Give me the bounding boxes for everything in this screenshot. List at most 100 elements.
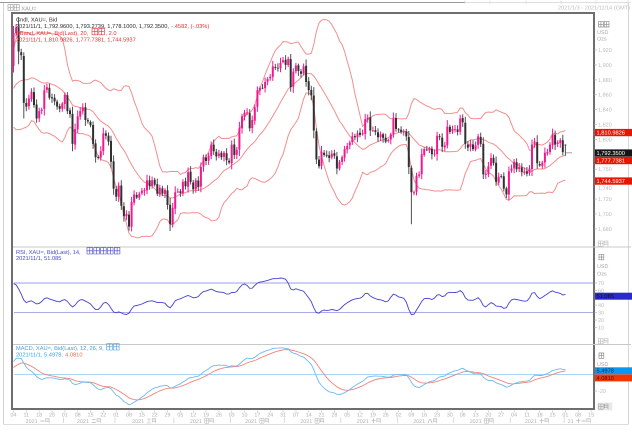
svg-text:09: 09: [408, 412, 414, 418]
svg-text:1,900: 1,900: [598, 63, 612, 69]
svg-text:1,840: 1,840: [598, 108, 612, 114]
svg-text:18: 18: [36, 412, 42, 418]
svg-text:Cndl, XAU=, Bid: Cndl, XAU=, Bid: [16, 16, 57, 23]
svg-text:11: 11: [23, 412, 29, 418]
svg-text:, 2.0: , 2.0: [106, 31, 117, 37]
svg-text:14: 14: [306, 412, 312, 418]
svg-text:18: 18: [537, 412, 543, 418]
svg-text:2021: 2021: [357, 419, 369, 425]
svg-text:29: 29: [165, 412, 171, 418]
svg-text:20: 20: [485, 412, 491, 418]
svg-text:1,740: 1,740: [598, 186, 612, 192]
svg-text:19: 19: [370, 412, 376, 418]
svg-text:25: 25: [49, 412, 55, 418]
svg-text:2021: 2021: [470, 419, 482, 425]
svg-text:RSI, XAU=, Bid(Last), 14,: RSI, XAU=, Bid(Last), 14,: [16, 249, 81, 256]
svg-text:10: 10: [598, 326, 604, 332]
svg-text:08: 08: [75, 412, 81, 418]
svg-text:08: 08: [575, 412, 581, 418]
svg-text:15: 15: [88, 412, 94, 418]
svg-text:70: 70: [598, 281, 604, 287]
svg-text:2021/1/3 - 2021/11/14 (GMT): 2021/1/3 - 2021/11/14 (GMT): [558, 5, 630, 12]
svg-text:05: 05: [344, 412, 350, 418]
svg-text:Ozs: Ozs: [597, 37, 607, 43]
svg-text:1,744.5937: 1,744.5937: [597, 179, 625, 185]
svg-text:03: 03: [229, 412, 235, 418]
svg-text:30: 30: [598, 311, 604, 317]
svg-text:USD: USD: [597, 30, 608, 36]
svg-text:08: 08: [126, 412, 132, 418]
svg-text:12: 12: [357, 412, 363, 418]
svg-text:1,860: 1,860: [598, 93, 612, 99]
svg-text:2021: 2021: [245, 419, 257, 425]
svg-text:USD: USD: [597, 362, 608, 368]
svg-text:2021/11/1, 51.085: 2021/11/1, 51.085: [16, 255, 61, 262]
svg-text:24: 24: [267, 412, 273, 418]
svg-text:01: 01: [113, 412, 119, 418]
svg-text:4.0810: 4.0810: [65, 352, 82, 358]
svg-text:07: 07: [293, 412, 299, 418]
svg-text:17: 17: [254, 412, 260, 418]
svg-text:1,777.7381: 1,777.7381: [597, 159, 625, 165]
svg-text:-.4582, (-.03%): -.4582, (-.03%): [171, 23, 209, 30]
svg-text:4.0810: 4.0810: [597, 376, 614, 382]
svg-text:BBand, XAU=, Bid(Last), 20,: BBand, XAU=, Bid(Last), 20,: [16, 30, 89, 37]
svg-text:22: 22: [152, 412, 158, 418]
svg-text:2021: 2021: [300, 419, 312, 425]
svg-text:1,880: 1,880: [598, 78, 612, 84]
svg-text:20: 20: [598, 318, 604, 324]
svg-text:1,820: 1,820: [598, 123, 612, 129]
svg-text:2021/11/1, 1,810.9826, 1,777.7: 2021/11/1, 1,810.9826, 1,777.7381, 1,744…: [16, 37, 136, 44]
svg-text:26: 26: [216, 412, 222, 418]
svg-text:2021: 2021: [77, 419, 89, 425]
svg-text:25: 25: [550, 412, 556, 418]
svg-text:5.4978: 5.4978: [597, 369, 614, 375]
svg-text:01: 01: [62, 412, 68, 418]
svg-text:1,760: 1,760: [598, 167, 612, 173]
svg-text:2021: 2021: [190, 419, 202, 425]
svg-text:1,792.3500: 1,792.3500: [597, 151, 625, 157]
svg-text:11: 11: [524, 412, 530, 418]
svg-text:-20: -20: [598, 389, 606, 395]
svg-text:2021: 2021: [26, 419, 38, 425]
svg-text:13: 13: [473, 412, 479, 418]
svg-text:10: 10: [242, 412, 248, 418]
svg-text:15: 15: [139, 412, 145, 418]
svg-text:1,800: 1,800: [598, 137, 612, 143]
svg-text:1,810.9826: 1,810.9826: [597, 131, 625, 137]
svg-text:12: 12: [190, 412, 196, 418]
svg-text:40: 40: [598, 303, 604, 309]
svg-text:30: 30: [447, 412, 453, 418]
svg-text:16: 16: [421, 412, 427, 418]
svg-text:60: 60: [598, 288, 604, 294]
svg-text:USD: USD: [597, 264, 608, 270]
svg-text:MACD, XAU=, Bid(Last), 12, 26,: MACD, XAU=, Bid(Last), 12, 26, 9,: [16, 345, 104, 352]
svg-text:XAU=: XAU=: [21, 6, 37, 12]
svg-text:15: 15: [588, 412, 594, 418]
svg-text:22: 22: [100, 412, 106, 418]
svg-text:04: 04: [11, 412, 17, 418]
svg-text:19: 19: [203, 412, 209, 418]
svg-text:2021: 2021: [525, 419, 537, 425]
svg-text:21: 21: [568, 419, 574, 425]
svg-text:27: 27: [498, 412, 504, 418]
svg-text:1,680: 1,680: [598, 227, 612, 233]
svg-text:51.085: 51.085: [597, 294, 614, 300]
svg-text:06: 06: [460, 412, 466, 418]
svg-text:26: 26: [383, 412, 389, 418]
svg-text:04: 04: [511, 412, 517, 418]
svg-text:28: 28: [331, 412, 337, 418]
svg-text:31: 31: [280, 412, 286, 418]
svg-text:2021/11/1, 1,792.9600, 1,793.2: 2021/11/1, 1,792.9600, 1,793.2739, 1,778…: [16, 23, 169, 30]
svg-text:1,920: 1,920: [598, 48, 612, 54]
svg-text:02: 02: [396, 412, 402, 418]
svg-text:1,720: 1,720: [598, 197, 612, 203]
svg-text:Ozs: Ozs: [597, 271, 607, 277]
svg-text:23: 23: [434, 412, 440, 418]
svg-text:05: 05: [177, 412, 183, 418]
svg-text:1,700: 1,700: [598, 212, 612, 218]
svg-text:21: 21: [319, 412, 325, 418]
svg-text:2021/11/1, 5.4978,: 2021/11/1, 5.4978,: [16, 351, 63, 358]
svg-text:01: 01: [562, 412, 568, 418]
svg-text:2021: 2021: [413, 419, 425, 425]
